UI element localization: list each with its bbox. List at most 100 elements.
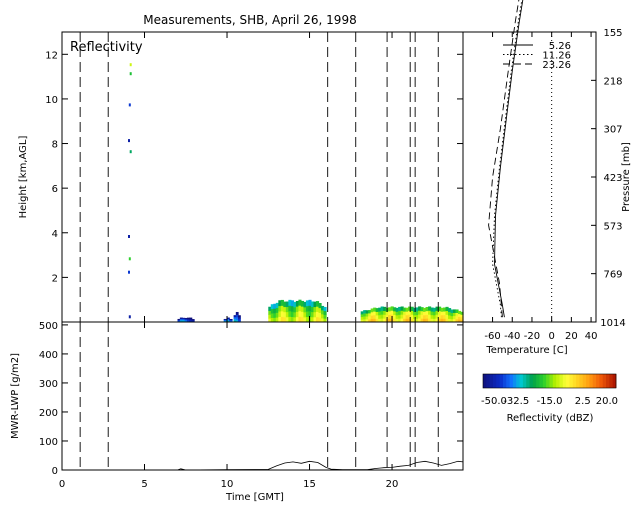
- echo-cell: [323, 318, 327, 323]
- echo-cell: [460, 311, 464, 315]
- lwp-y-ticks: 0 100 200 300 400 500: [39, 321, 463, 477]
- echo-speckle: [128, 257, 131, 261]
- echo-cell: [318, 307, 322, 313]
- echo-cell: [226, 319, 230, 322]
- colorbar-tick-label: -15.0: [537, 396, 563, 407]
- echo-cell: [450, 315, 454, 320]
- echo-cell: [235, 319, 239, 323]
- echo-cell: [191, 319, 195, 321]
- echo-cell: [233, 320, 237, 323]
- colorbar-swatch: [549, 374, 554, 388]
- echo-cell: [430, 318, 434, 323]
- colorbar-swatch: [609, 374, 614, 388]
- echo-cell: [278, 316, 282, 323]
- echo-cell: [177, 319, 181, 321]
- lwp-frame: [61, 321, 464, 471]
- echo-cell: [413, 318, 417, 323]
- echo-speckle: [128, 235, 130, 238]
- sounding-line: [488, 0, 520, 318]
- echo-cell: [308, 299, 312, 306]
- temperature-tick-label: 40: [585, 331, 598, 342]
- echo-cell: [321, 309, 325, 315]
- reflectivity-panel: 2 4 6 8 10 12 Reflectivity Height [km,AGL]: [18, 31, 464, 323]
- echo-cell: [418, 314, 422, 319]
- x-axis-label-temperature: Temperature [C]: [485, 345, 567, 356]
- lwp-series: [62, 460, 464, 471]
- pressure-tick-label: 573: [603, 221, 622, 232]
- echo-cell: [323, 314, 327, 319]
- echo-cell: [378, 311, 382, 316]
- colorbar-swatch: [499, 374, 504, 388]
- echo-cell: [453, 309, 457, 313]
- echo-cell: [453, 318, 457, 323]
- echo-cell: [403, 318, 407, 323]
- colorbar-swatch: [592, 374, 597, 388]
- temperature-tick-label: -60: [484, 331, 500, 342]
- echo-cell: [285, 316, 289, 323]
- colorbar-swatch: [559, 374, 564, 388]
- echo-cell: [280, 305, 284, 312]
- colorbar-swatch: [569, 374, 574, 388]
- echo-cell: [373, 311, 377, 316]
- echo-cell: [275, 302, 279, 309]
- echo-cell: [400, 314, 404, 319]
- echo-cell: [189, 318, 193, 321]
- echo-cell: [360, 311, 364, 315]
- echo-cell: [238, 318, 241, 321]
- height-tick-label: 2: [52, 273, 58, 284]
- echo-cell: [378, 307, 382, 312]
- echo-cell: [445, 310, 449, 315]
- echo-cell: [400, 306, 404, 311]
- echo-cell: [280, 299, 284, 306]
- time-tick-label: 0: [59, 479, 65, 490]
- echo-cell: [191, 320, 195, 322]
- echo-cell: [413, 307, 417, 312]
- time-tick-label: 15: [303, 479, 316, 490]
- echo-cell: [270, 308, 274, 314]
- echo-speckle: [129, 150, 132, 154]
- colorbar-swatch: [579, 374, 584, 388]
- echo-cell: [298, 299, 302, 306]
- echo-cell: [223, 318, 228, 321]
- colorbar-swatch: [532, 374, 537, 388]
- reflectivity-frame: [61, 31, 464, 323]
- echo-cell: [318, 302, 322, 309]
- echo-cell: [438, 314, 442, 319]
- echo-cell: [363, 313, 367, 317]
- echo-cell: [290, 311, 294, 317]
- echo-cell: [435, 314, 439, 319]
- echo-cell: [295, 300, 300, 307]
- echo-cell: [448, 311, 452, 316]
- height-tick-label: 6: [52, 184, 58, 195]
- echo-cell: [420, 314, 424, 319]
- echo-cell: [275, 312, 279, 318]
- echo-cell: [400, 310, 404, 315]
- echo-cell: [375, 308, 379, 312]
- echo-cell: [298, 305, 302, 312]
- echo-cell: [273, 312, 277, 318]
- echo-cell: [310, 316, 315, 323]
- echo-cell: [310, 311, 315, 318]
- echo-cell: [233, 318, 237, 321]
- echo-cell: [443, 318, 447, 323]
- colorbar-swatches: [483, 374, 617, 388]
- colorbar-label: Reflectivity (dBZ): [507, 413, 594, 424]
- x-axis-label-time: Time [GMT]: [225, 492, 284, 503]
- pressure-tick-label: 423: [603, 173, 622, 184]
- echo-speckle: [128, 270, 130, 274]
- echo-cell: [425, 310, 429, 315]
- echo-cell: [458, 313, 462, 317]
- echo-cell: [295, 306, 300, 312]
- echo-cell: [455, 315, 459, 320]
- echo-cell: [435, 318, 439, 323]
- echo-cell: [413, 314, 417, 319]
- colorbar-swatch: [492, 374, 497, 388]
- colorbar-swatch: [536, 374, 540, 388]
- echo-cell: [233, 315, 237, 318]
- echo-cell: [388, 307, 392, 312]
- event-lines-lower: [79, 322, 439, 470]
- colorbar-tick-label: -50.0: [481, 396, 507, 407]
- echo-cell: [235, 316, 239, 320]
- pressure-tick-label: 218: [603, 76, 622, 87]
